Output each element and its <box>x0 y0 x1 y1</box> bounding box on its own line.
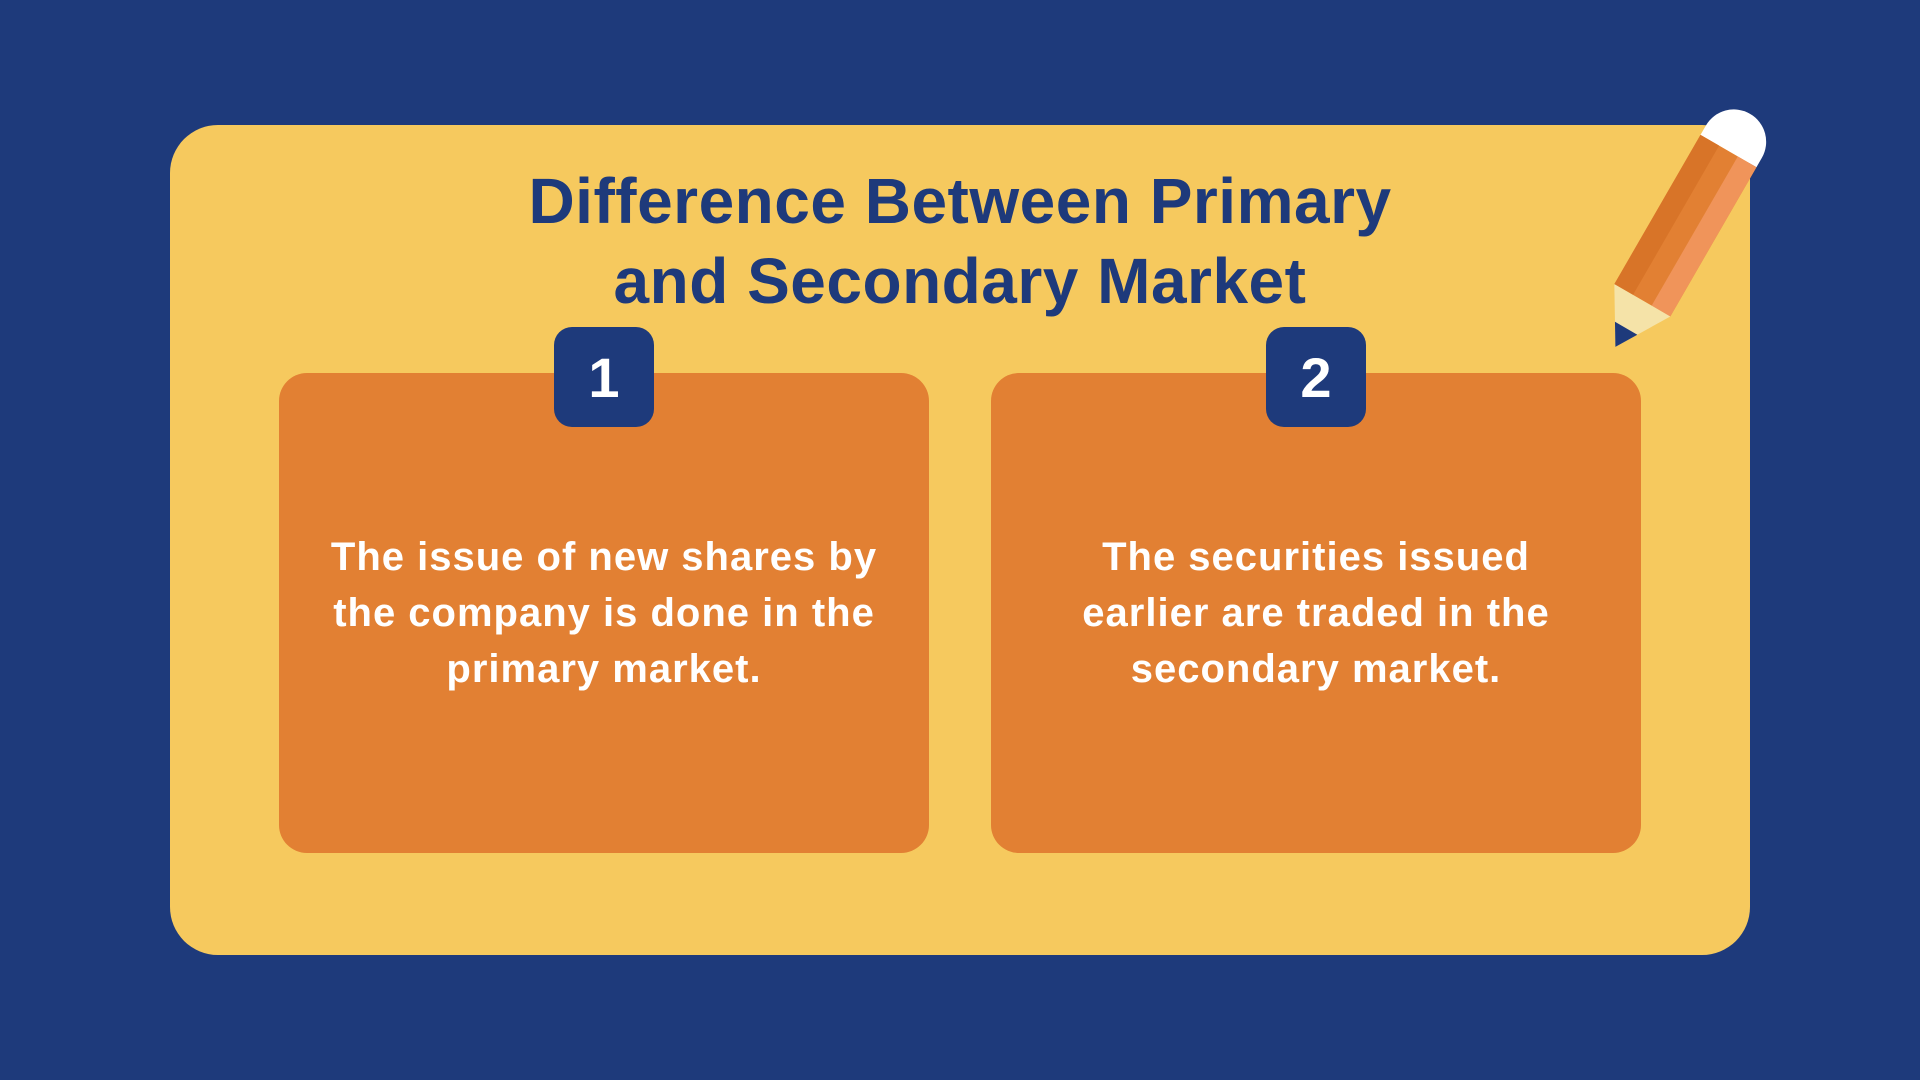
card-text-2: The securities issued earlier are traded… <box>1039 529 1593 697</box>
title-line-2: and Secondary Market <box>614 245 1307 317</box>
pencil-icon <box>1532 69 1828 401</box>
card-text-1: The issue of new shares by the company i… <box>327 529 881 697</box>
main-panel: Difference Between Primary and Secondary… <box>170 125 1750 955</box>
badge-number: 2 <box>1300 345 1331 410</box>
title-line-1: Difference Between Primary <box>528 165 1391 237</box>
page-title: Difference Between Primary and Secondary… <box>170 125 1750 321</box>
cards-row: 1 The issue of new shares by the company… <box>170 373 1750 853</box>
card-badge-1: 1 <box>554 327 654 427</box>
card-primary: 1 The issue of new shares by the company… <box>279 373 929 853</box>
card-secondary: 2 The securities issued earlier are trad… <box>991 373 1641 853</box>
card-badge-2: 2 <box>1266 327 1366 427</box>
badge-number: 1 <box>588 345 619 410</box>
